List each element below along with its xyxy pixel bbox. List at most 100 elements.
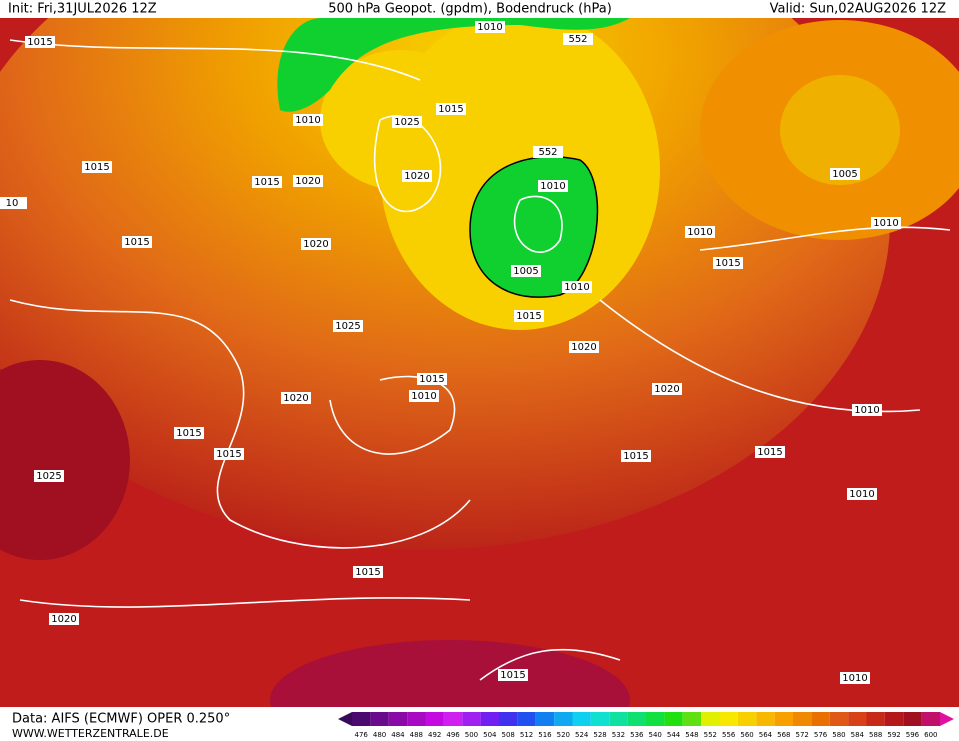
label-box (0, 197, 27, 209)
label-box (569, 341, 599, 353)
isobar-label: 1015 (27, 37, 52, 48)
colorbar-swatch (701, 712, 720, 726)
colorbar-swatch (903, 712, 922, 726)
label-box (49, 613, 79, 625)
colorbar-swatch (664, 712, 683, 726)
isobar-label: 1015 (500, 670, 525, 681)
isobar-label: 1025 (36, 471, 61, 482)
colorbar-label: 484 (391, 731, 405, 739)
colorbar-swatch (443, 712, 463, 726)
label-box (538, 180, 568, 192)
isobar-label: 1020 (404, 171, 429, 182)
colorbar-swatch (480, 712, 499, 726)
colorbar-swatch (370, 712, 389, 726)
colorbar-label: 524 (575, 731, 589, 739)
label-box (409, 390, 439, 402)
isobar-label: 1010 (849, 489, 874, 500)
label-box (25, 36, 55, 48)
colorbar-label: 592 (887, 731, 900, 739)
colorbar-label: 564 (759, 731, 773, 739)
colorbar-swatch (719, 712, 738, 726)
label-box (333, 320, 363, 332)
colorbar-swatch (921, 712, 940, 726)
colorbar-label: 572 (796, 731, 809, 739)
colorbar-label: 496 (446, 731, 460, 739)
isobar-label: 1020 (654, 384, 679, 395)
init-time: Init: Fri,31JUL2026 12Z (8, 2, 157, 17)
isobar-label: 1010 (295, 115, 320, 126)
colorbar-swatch (609, 712, 628, 726)
isobar-label: 1020 (295, 176, 320, 187)
colorbar-arrow (940, 712, 954, 726)
header-bar (0, 0, 959, 18)
label-box (852, 404, 882, 416)
label-box (417, 373, 447, 385)
isobar-label: 552 (538, 147, 557, 158)
colorbar-arrow (338, 712, 352, 726)
colorbar-label: 488 (410, 731, 423, 739)
isobar-label: 1015 (124, 237, 149, 248)
isobar-label: 1010 (540, 181, 565, 192)
colorbar-swatch (811, 712, 830, 726)
label-box (214, 448, 244, 460)
isobar-label: 1010 (564, 282, 589, 293)
isobar-label: 1015 (355, 567, 380, 578)
height-field (0, 360, 130, 560)
label-box (174, 427, 204, 439)
isobar-label: 1010 (873, 218, 898, 229)
isobar-label: 1010 (411, 391, 436, 402)
low-area (277, 18, 630, 112)
colorbar-swatch (737, 712, 757, 726)
label-box (511, 265, 541, 277)
colorbar-label: 480 (373, 731, 386, 739)
colorbar-label: 532 (612, 731, 625, 739)
isobar-label: 1015 (84, 162, 109, 173)
label-box (293, 175, 323, 187)
colorbar-swatch (682, 712, 702, 726)
colorbar-swatch (572, 712, 591, 726)
colorbar-label: 588 (869, 731, 882, 739)
label-box (82, 161, 112, 173)
colorbar-swatch (554, 712, 573, 726)
colorbar-label: 528 (593, 731, 606, 739)
site: WWW.WETTERZENTRALE.DE (12, 727, 169, 740)
label-box (847, 488, 877, 500)
isobar-label: 1010 (854, 405, 879, 416)
isobar-label: 1015 (176, 428, 201, 439)
label-box (281, 392, 311, 404)
data-source: Data: AIFS (ECMWF) OPER 0.250° (12, 712, 230, 727)
colorbar-swatch (462, 712, 481, 726)
colorbar-label: 504 (483, 731, 497, 739)
isobar-label: 1025 (335, 321, 360, 332)
label-box (293, 114, 323, 126)
colorbar-label: 600 (924, 731, 937, 739)
label-box (402, 170, 432, 182)
isobar-label: 1010 (687, 227, 712, 238)
label-box (34, 470, 64, 482)
colorbar-swatch (352, 712, 371, 726)
isobar-label: 1015 (516, 311, 541, 322)
colorbar-label: 548 (685, 731, 698, 739)
isobar-label: 1020 (51, 614, 76, 625)
label-box (713, 257, 743, 269)
isobar-label: 1010 (842, 673, 867, 684)
label-box (840, 672, 870, 684)
isobar-label: 1005 (832, 169, 857, 180)
colorbar-swatch (646, 712, 665, 726)
label-box (871, 217, 901, 229)
colorbar-label: 584 (851, 731, 865, 739)
label-box (685, 226, 715, 238)
colorbar-swatch (425, 712, 444, 726)
isobar-label: 1020 (571, 342, 596, 353)
isobar-label: 1015 (757, 447, 782, 458)
label-box (533, 146, 563, 158)
colorbar-label: 500 (465, 731, 478, 739)
isobar-label: 1015 (438, 104, 463, 115)
label-box (475, 21, 505, 33)
colorbar-label: 544 (667, 731, 681, 739)
colorbar-swatch (793, 712, 812, 726)
label-box (122, 236, 152, 248)
label-box (301, 238, 331, 250)
colorbar-swatch (499, 712, 518, 726)
